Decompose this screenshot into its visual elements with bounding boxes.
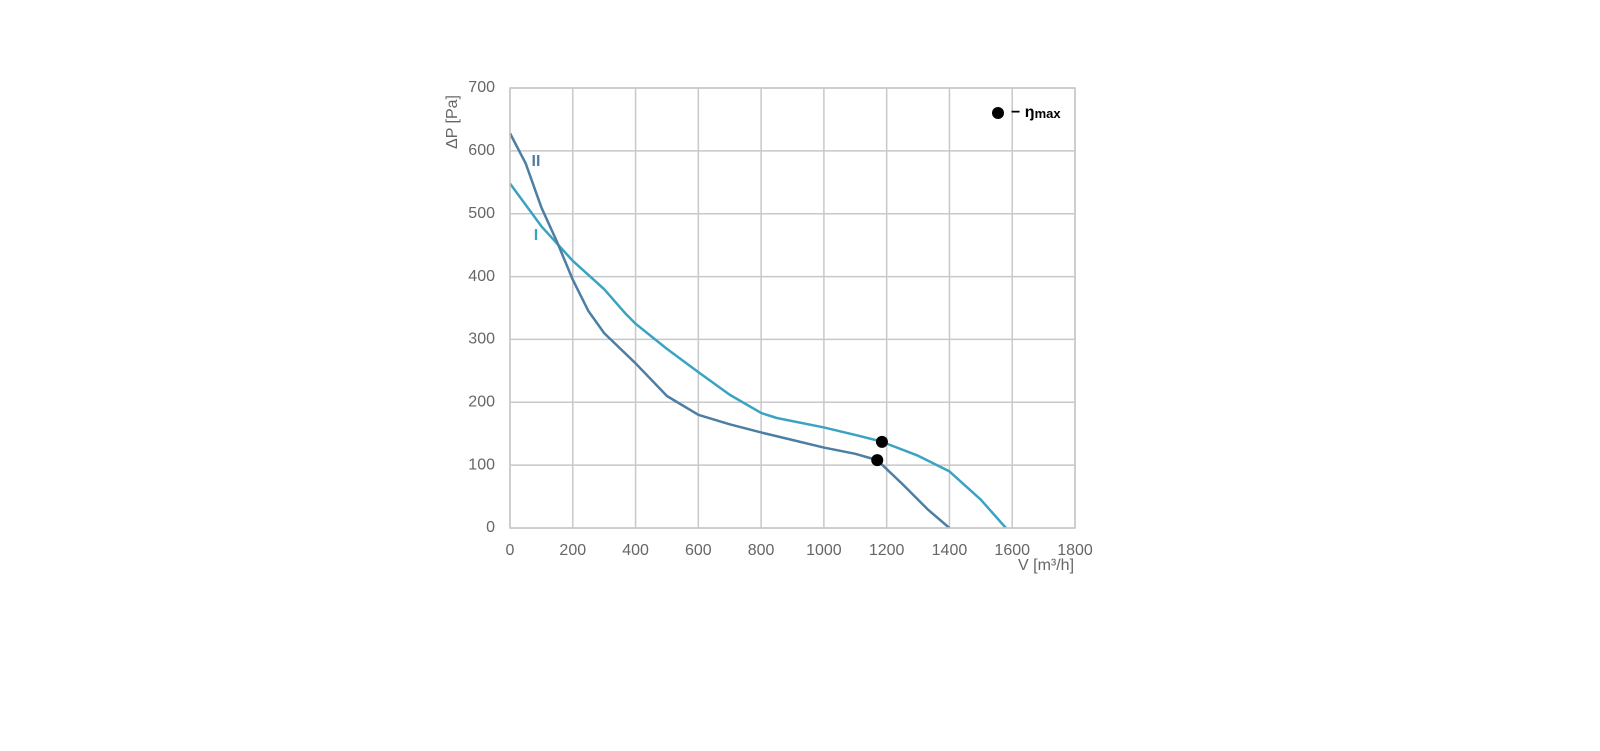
series-label: I (534, 227, 538, 244)
y-axis-label: ΔP [Pa] (444, 95, 461, 149)
y-tick-label: 200 (468, 394, 495, 411)
y-tick-label: 500 (468, 205, 495, 222)
series-label: II (532, 153, 541, 170)
x-tick-label: 800 (748, 542, 775, 559)
legend-text: − ŋ (1011, 104, 1035, 121)
max-efficiency-point (875, 435, 888, 448)
x-tick-label: 0 (506, 542, 515, 559)
legend-label: − ŋmax (1011, 104, 1061, 121)
x-tick-label: 600 (685, 542, 712, 559)
series-line (508, 182, 1007, 529)
legend-marker (992, 107, 1004, 119)
x-tick-label: 1000 (806, 542, 842, 559)
y-tick-label: 400 (468, 268, 495, 285)
x-tick-label: 200 (559, 542, 586, 559)
y-tick-label: 700 (468, 79, 495, 96)
x-axis-label: V [m³/h] (1018, 557, 1074, 574)
x-tick-label: 1600 (994, 542, 1030, 559)
plot-border (509, 87, 1076, 529)
legend-subscript: max (1035, 106, 1062, 121)
max-efficiency-point (871, 454, 884, 467)
y-tick-label: 0 (486, 519, 495, 536)
x-tick-label: 1800 (1057, 542, 1093, 559)
series-line (508, 132, 951, 529)
y-tick-label: 100 (468, 456, 495, 473)
x-tick-label: 1400 (932, 542, 968, 559)
y-tick-label: 600 (468, 142, 495, 159)
y-tick-label: 300 (468, 331, 495, 348)
x-tick-label: 1200 (869, 542, 905, 559)
x-tick-label: 400 (622, 542, 649, 559)
